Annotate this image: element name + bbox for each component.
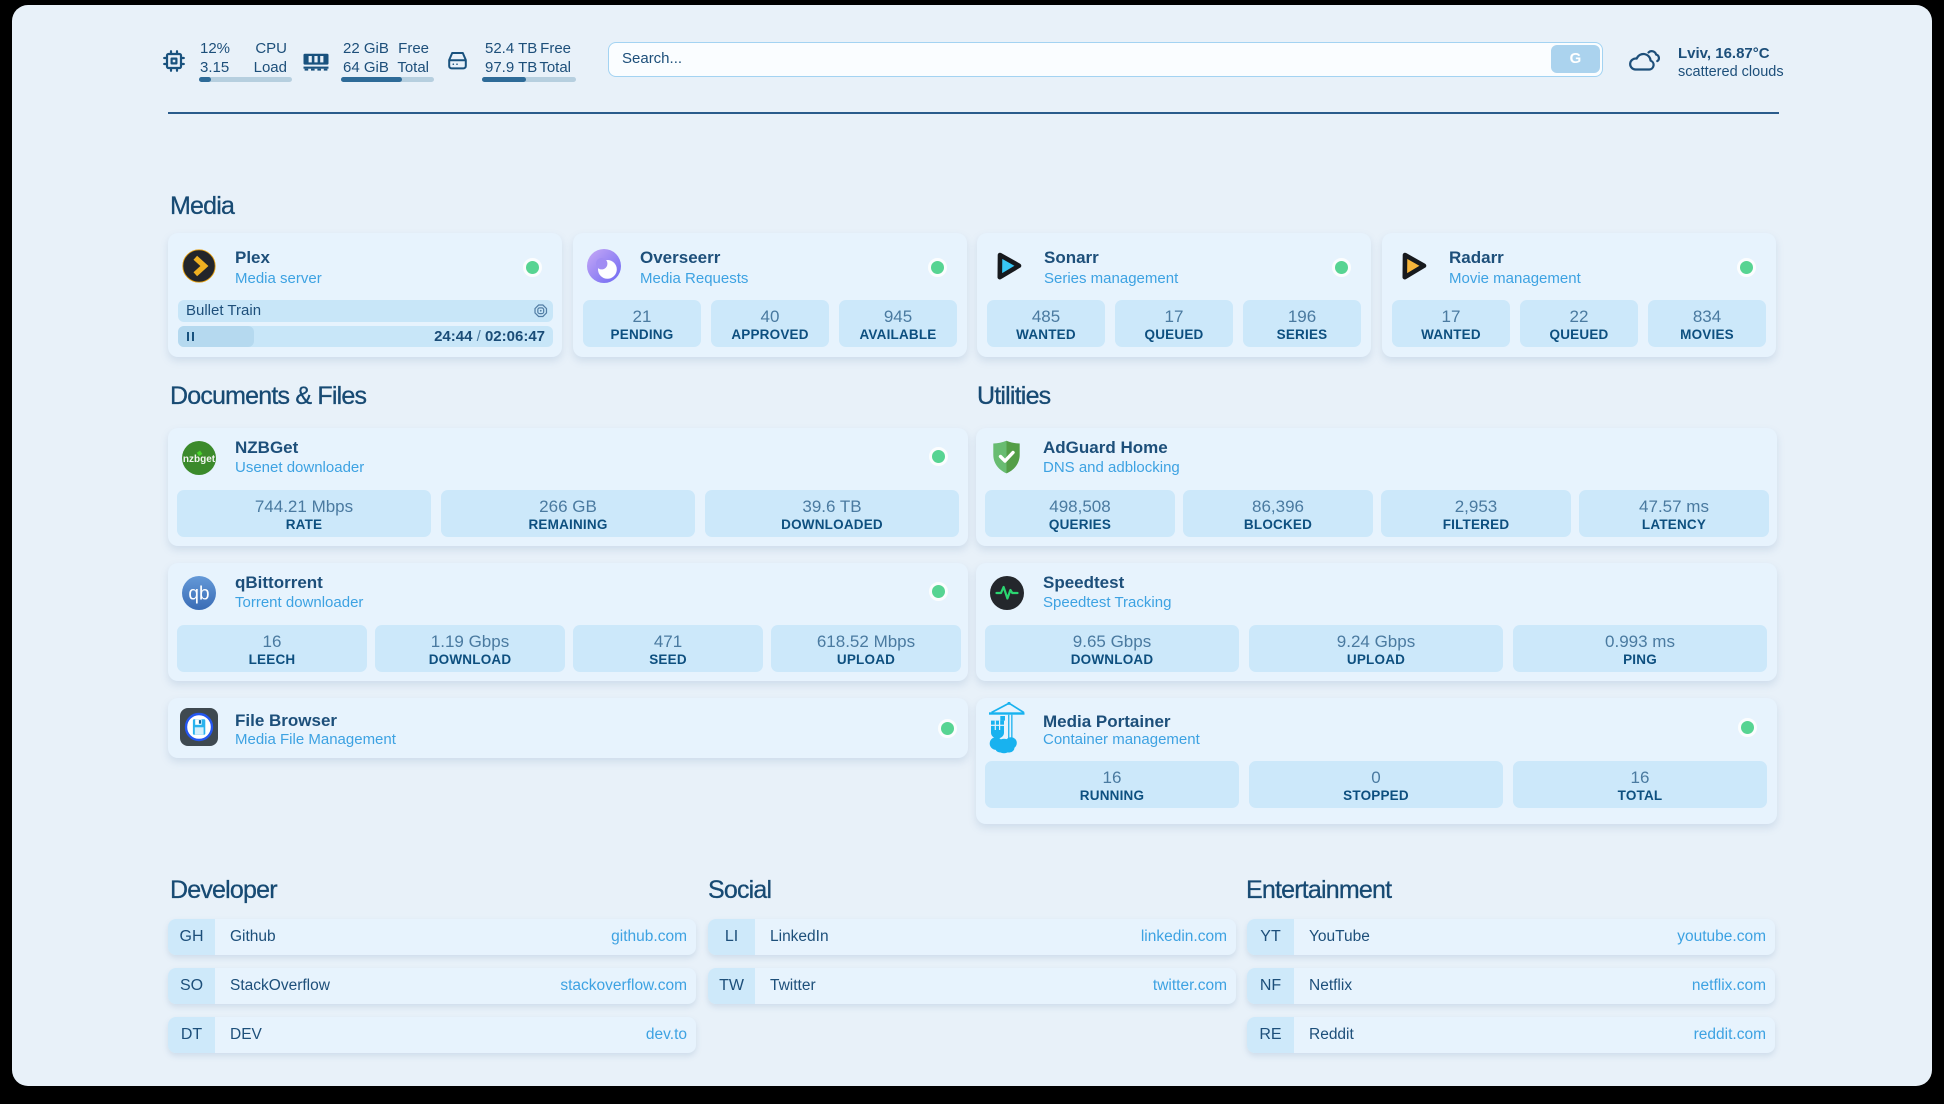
svg-text:nzbget: nzbget	[183, 454, 216, 465]
svg-text:qb: qb	[188, 584, 209, 605]
